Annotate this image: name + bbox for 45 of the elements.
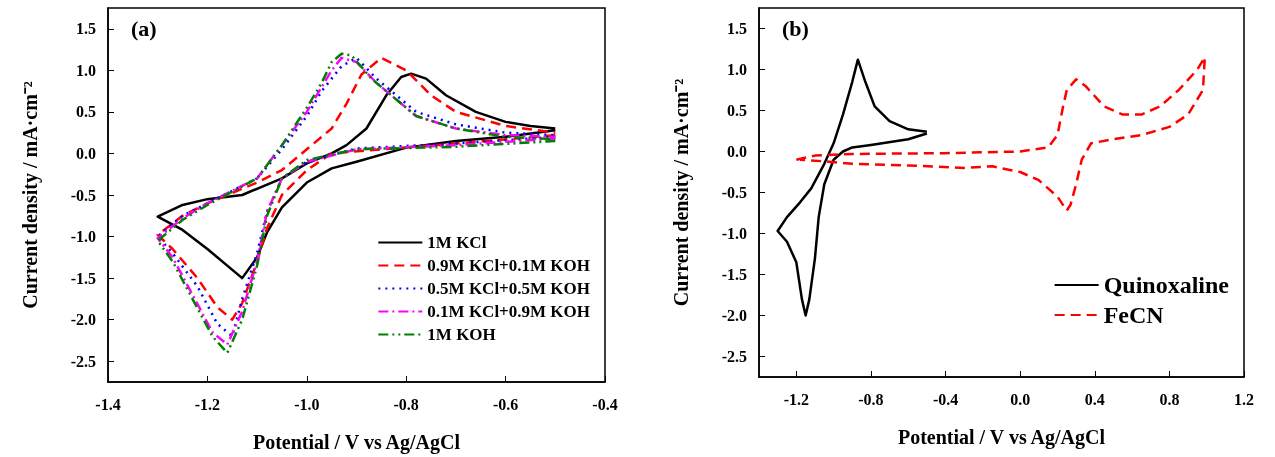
chart-title: (a) bbox=[131, 15, 157, 41]
y-tick-label: 0.0 bbox=[727, 143, 747, 160]
legend-label: FeCN bbox=[1103, 302, 1165, 328]
x-tick-label: 0.8 bbox=[1159, 390, 1180, 408]
y-tick-label: 1.5 bbox=[76, 20, 96, 38]
x-tick-label: -0.8 bbox=[858, 390, 884, 408]
y-tick-label: 0.5 bbox=[76, 103, 96, 121]
y-tick-label: -2.5 bbox=[70, 352, 96, 370]
x-tick-label: -1.2 bbox=[783, 390, 809, 408]
y-axis-title: Current density / mA·cm⁻² bbox=[670, 78, 693, 307]
x-axis-title: Potential / V vs Ag/AgCl bbox=[252, 431, 461, 454]
y-tick-label: -0.5 bbox=[721, 184, 747, 201]
x-tick-label: -0.6 bbox=[492, 395, 519, 413]
x-axis-title: Potential / V vs Ag/AgCl bbox=[897, 426, 1106, 449]
y-tick-label: 1.5 bbox=[727, 20, 747, 37]
y-axis-title: Current density / mA·cm⁻² bbox=[19, 81, 42, 309]
y-tick-label: -2.0 bbox=[721, 307, 747, 324]
legend-label: 0.1M KCl+0.9M KOH bbox=[427, 302, 590, 321]
x-tick-label: -1.4 bbox=[95, 395, 121, 413]
legend-label: 0.5M KCl+0.5M KOH bbox=[427, 279, 590, 298]
y-tick-label: -0.5 bbox=[70, 186, 96, 204]
x-tick-label: -0.4 bbox=[932, 390, 959, 408]
x-tick-label: -0.4 bbox=[592, 395, 618, 413]
chart-title: (b) bbox=[782, 15, 809, 41]
legend-label: 1M KOH bbox=[427, 325, 496, 344]
x-tick-label: 1.2 bbox=[1234, 390, 1254, 408]
y-tick-label: -1.5 bbox=[721, 266, 747, 283]
x-tick-label: 0.0 bbox=[1010, 390, 1031, 408]
x-tick-label: -0.8 bbox=[393, 395, 419, 413]
x-tick-label: 0.4 bbox=[1084, 390, 1105, 408]
legend-label: 1M KCl bbox=[427, 233, 487, 252]
y-tick-label: -1.5 bbox=[70, 269, 96, 287]
x-tick-label: -1.0 bbox=[294, 395, 320, 413]
y-tick-label: -1.0 bbox=[721, 225, 747, 242]
line-series bbox=[776, 58, 929, 317]
y-tick-label: 1.0 bbox=[727, 61, 747, 78]
legend-label: Quinoxaline bbox=[1103, 272, 1230, 298]
y-tick-label: 0.0 bbox=[76, 144, 96, 162]
legend-label: 0.9M KCl+0.1M KOH bbox=[427, 256, 590, 275]
y-tick-label: 0.5 bbox=[727, 102, 747, 119]
y-tick-label: -2.5 bbox=[721, 348, 747, 365]
x-tick-label: -1.2 bbox=[194, 395, 221, 413]
y-tick-label: -2.0 bbox=[70, 311, 96, 329]
y-tick-label: -1.0 bbox=[70, 228, 96, 246]
y-tick-label: 1.0 bbox=[76, 61, 96, 79]
